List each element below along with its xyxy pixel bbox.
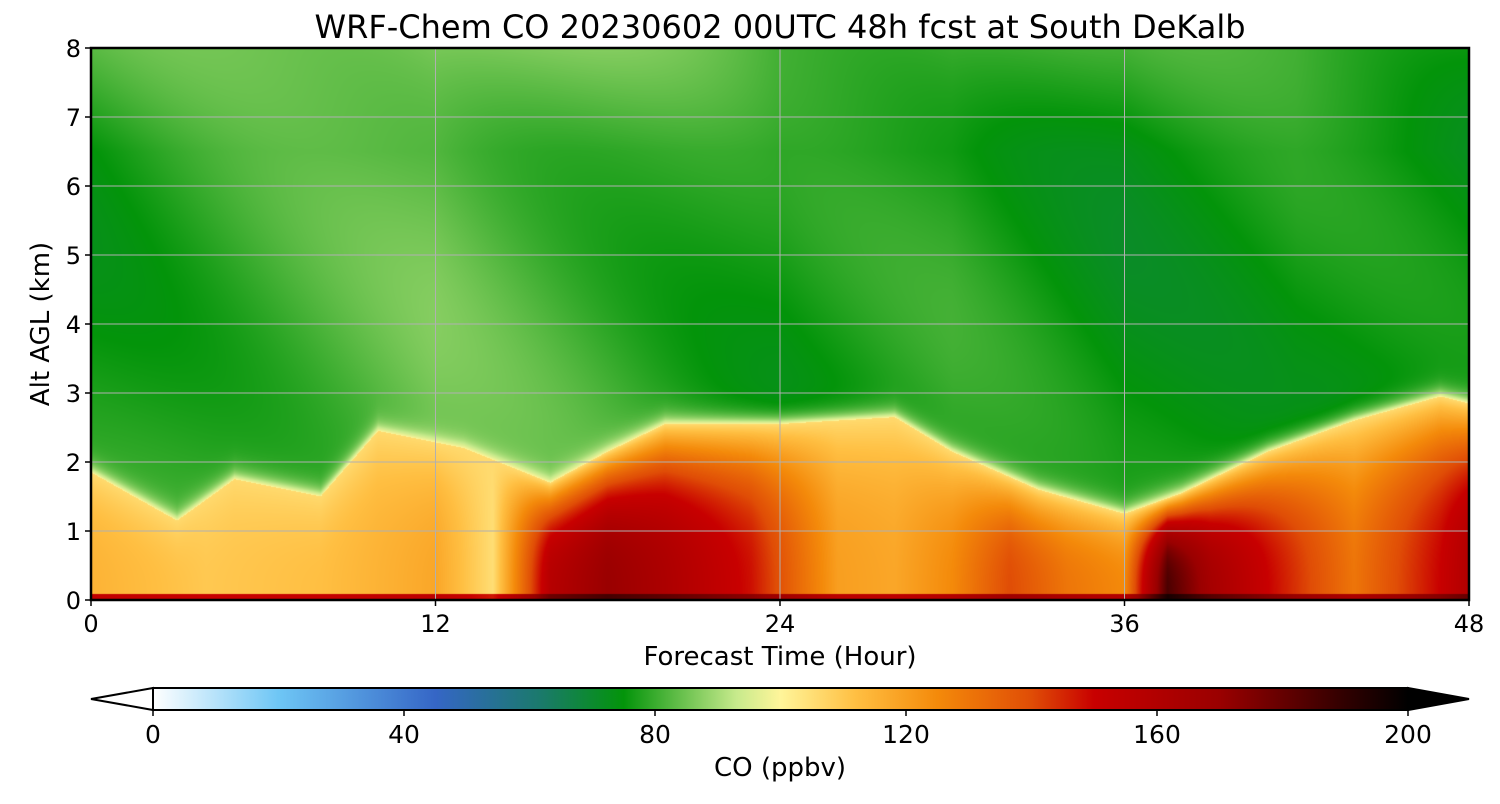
- colorbar-label: CO (ppbv): [714, 753, 846, 783]
- colorbar-tick-label: 200: [1384, 720, 1432, 749]
- colorbar-extend-max: [1407, 686, 1470, 712]
- grid-lines: [91, 48, 1469, 600]
- colorbar-tick-label: 40: [388, 720, 420, 749]
- colorbar-tick-label: 160: [1133, 720, 1181, 749]
- colorbar-tick-label: 120: [882, 720, 930, 749]
- colorbar: 0 40 80 120 160 200 CO (ppbv): [90, 686, 1470, 783]
- x-axis-ticks: 0 12 24 36 48: [83, 600, 1484, 638]
- y-axis-label: Alt AGL (km): [26, 242, 56, 406]
- y-tick-label: 4: [66, 311, 81, 339]
- colorbar-frame: [152, 687, 1409, 711]
- colorbar-tick-label: 0: [145, 720, 161, 749]
- colorbar-ticks: 0 40 80 120 160 200: [145, 710, 1432, 749]
- y-axis-ticks: 0 1 2 3 4 5 6 7 8: [66, 35, 91, 615]
- x-axis-label: Forecast Time (Hour): [643, 642, 916, 672]
- x-tick-label: 36: [1109, 610, 1140, 638]
- x-tick-label: 24: [765, 610, 796, 638]
- chart-title: WRF-Chem CO 20230602 00UTC 48h fcst at S…: [314, 8, 1245, 46]
- y-tick-label: 6: [66, 173, 81, 201]
- y-tick-label: 5: [66, 242, 81, 270]
- x-tick-label: 12: [420, 610, 451, 638]
- colorbar-gradient: [153, 688, 1408, 710]
- colorbar-extend-min: [90, 686, 154, 712]
- y-tick-label: 8: [66, 35, 81, 63]
- y-tick-label: 7: [66, 104, 81, 132]
- x-tick-label: 0: [83, 610, 98, 638]
- y-tick-label: 1: [66, 518, 81, 546]
- y-tick-label: 2: [66, 449, 81, 477]
- x-tick-label: 48: [1454, 610, 1485, 638]
- y-tick-label: 0: [66, 587, 81, 615]
- y-tick-label: 3: [66, 380, 81, 408]
- colorbar-tick-label: 80: [639, 720, 671, 749]
